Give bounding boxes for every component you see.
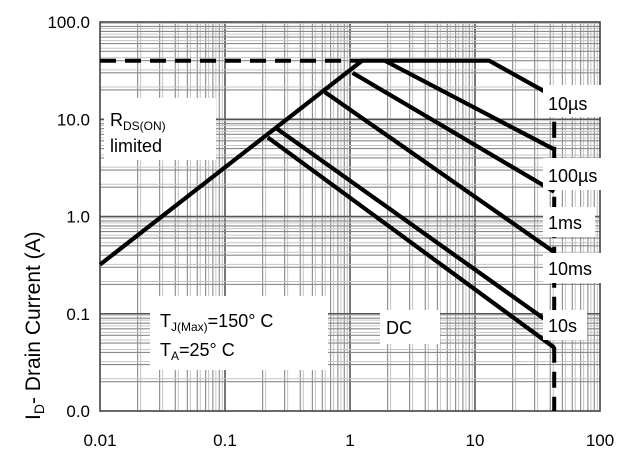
x-tick-label: 10: [466, 431, 485, 450]
x-tick-label: 0.1: [213, 431, 237, 450]
y-axis-title: ID- Drain Current (A): [22, 231, 47, 420]
series-line-4: [275, 126, 556, 328]
series-line-0: [98, 58, 556, 267]
label-10ms: 10ms: [548, 259, 592, 279]
label-dc: DC: [386, 318, 412, 338]
label-bg-10us: [543, 85, 601, 117]
x-tick-label: 100: [586, 431, 614, 450]
series-line-1: [383, 58, 556, 152]
label-bg-1ms: [543, 207, 595, 237]
rds-label: RDS(ON): [110, 110, 166, 133]
label-bg-10ms: [543, 253, 605, 283]
dc-label-bg: [380, 310, 440, 344]
label-100us: 100µs: [548, 166, 597, 186]
y-tick-label: 10.0: [57, 110, 90, 129]
x-tick-label: 1: [345, 431, 354, 450]
y-tick-label: 1.0: [66, 208, 90, 227]
series-line-3: [323, 90, 556, 254]
label-10us: 10µs: [548, 94, 587, 114]
tj-label: TJ(Max)=150° C: [160, 311, 273, 334]
y-tick-label: 0.0: [66, 402, 90, 421]
series-line-5: [266, 135, 556, 350]
tick-labels: 0.01 0.1 1 10 100 0.0 0.1 1.0 10.0 100.0: [47, 13, 614, 450]
label-1ms: 1ms: [548, 213, 582, 233]
y-tick-label: 0.1: [66, 305, 90, 324]
ta-label: TA=25° C: [160, 340, 235, 363]
label-bg-10s: [543, 310, 587, 340]
label-10s: 10s: [548, 316, 577, 336]
curves: [98, 58, 557, 411]
x-tick-label: 0.01: [83, 431, 116, 450]
rds-label-line2: limited: [110, 136, 162, 156]
y-tick-label: 100.0: [47, 13, 90, 32]
series-line-2: [351, 70, 556, 194]
label-bg-100us: [543, 158, 605, 190]
temp-label-bg: [150, 296, 328, 370]
rds-label-bg: [104, 98, 216, 160]
plot-frame: [99, 21, 601, 412]
